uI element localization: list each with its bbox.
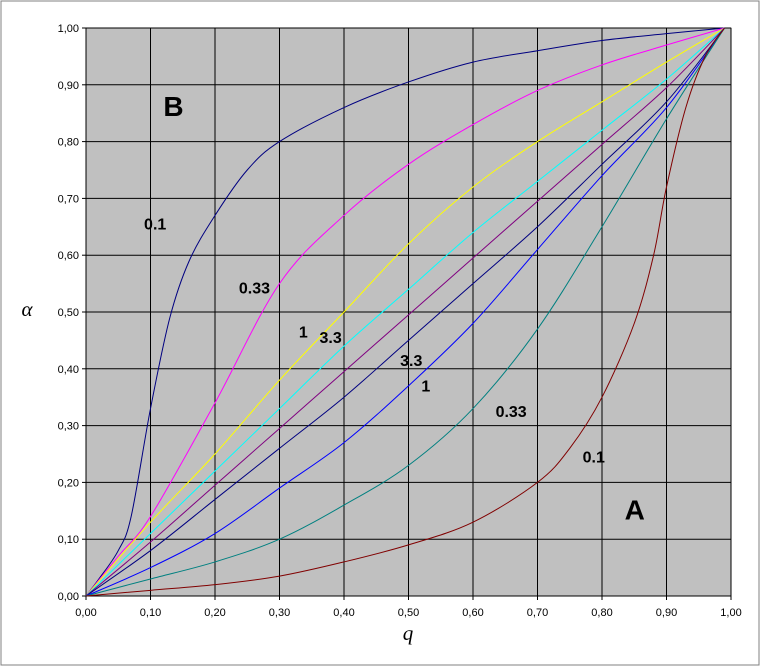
- y-tick-label: 0,20: [58, 477, 79, 489]
- series-line-1: [85, 27, 725, 597]
- y-tick-label: 0,70: [58, 193, 79, 205]
- y-tick-label: 0,90: [58, 80, 79, 92]
- series-line-9: [85, 27, 725, 597]
- x-tick-label: 0,30: [269, 607, 290, 619]
- x-tick-label: 0,90: [656, 607, 677, 619]
- curve-label: 0.1: [583, 450, 605, 467]
- x-axis-title: q: [403, 621, 414, 645]
- y-tick-label: 0,30: [58, 421, 79, 433]
- y-tick-label: 0,50: [58, 307, 79, 319]
- region-label: A: [625, 494, 645, 525]
- y-axis-ticks: 0,00 0,10 0,20 0,30 0,40 0,50 0,60 0,70 0,80 0,90…: [58, 23, 86, 603]
- x-tick-label: 0,40: [333, 607, 354, 619]
- y-tick-label: 0,80: [58, 137, 79, 149]
- curve-label: 3.3: [400, 353, 422, 370]
- x-tick-label: 0,50: [398, 607, 419, 619]
- series-line-8: [85, 27, 725, 597]
- curve-label: 0.33: [496, 404, 527, 421]
- x-tick-label: 0,20: [204, 607, 225, 619]
- series-line-5: [85, 27, 725, 597]
- curve-label: 1: [421, 379, 430, 396]
- series-line-6: [85, 27, 725, 597]
- x-tick-label: 0,60: [462, 607, 483, 619]
- x-tick-label: 0,00: [75, 607, 96, 619]
- region-label: B: [163, 91, 183, 122]
- y-tick-label: 1,00: [58, 23, 79, 35]
- y-axis-title: α: [21, 297, 33, 321]
- curve-label: 0.1: [144, 217, 166, 234]
- series-line-7: [85, 27, 725, 597]
- series-layer: [85, 27, 725, 597]
- curve-label: 0.33: [239, 280, 270, 297]
- y-tick-label: 0,10: [58, 534, 79, 546]
- y-tick-label: 0,40: [58, 364, 79, 376]
- x-axis-ticks: 0,00 0,10 0,20 0,30 0,40 0,50 0,60 0,70 0,80 0,90…: [75, 596, 742, 619]
- x-tick-label: 1,00: [720, 607, 741, 619]
- y-tick-label: 0,60: [58, 250, 79, 262]
- grid: [85, 27, 732, 597]
- y-tick-label: 0,00: [58, 591, 79, 603]
- x-tick-label: 0,70: [527, 607, 548, 619]
- x-tick-label: 0,80: [591, 607, 612, 619]
- series-line-4: [85, 27, 725, 597]
- x-tick-label: 0,10: [140, 607, 161, 619]
- annotations: 0.1 0.33 1 3.3 3.3 1 0.33 0.1 B A: [144, 91, 645, 525]
- series-line-2: [85, 27, 725, 597]
- series-line-3: [85, 27, 725, 597]
- curve-label: 3.3: [319, 330, 341, 347]
- curve-label: 1: [299, 325, 308, 342]
